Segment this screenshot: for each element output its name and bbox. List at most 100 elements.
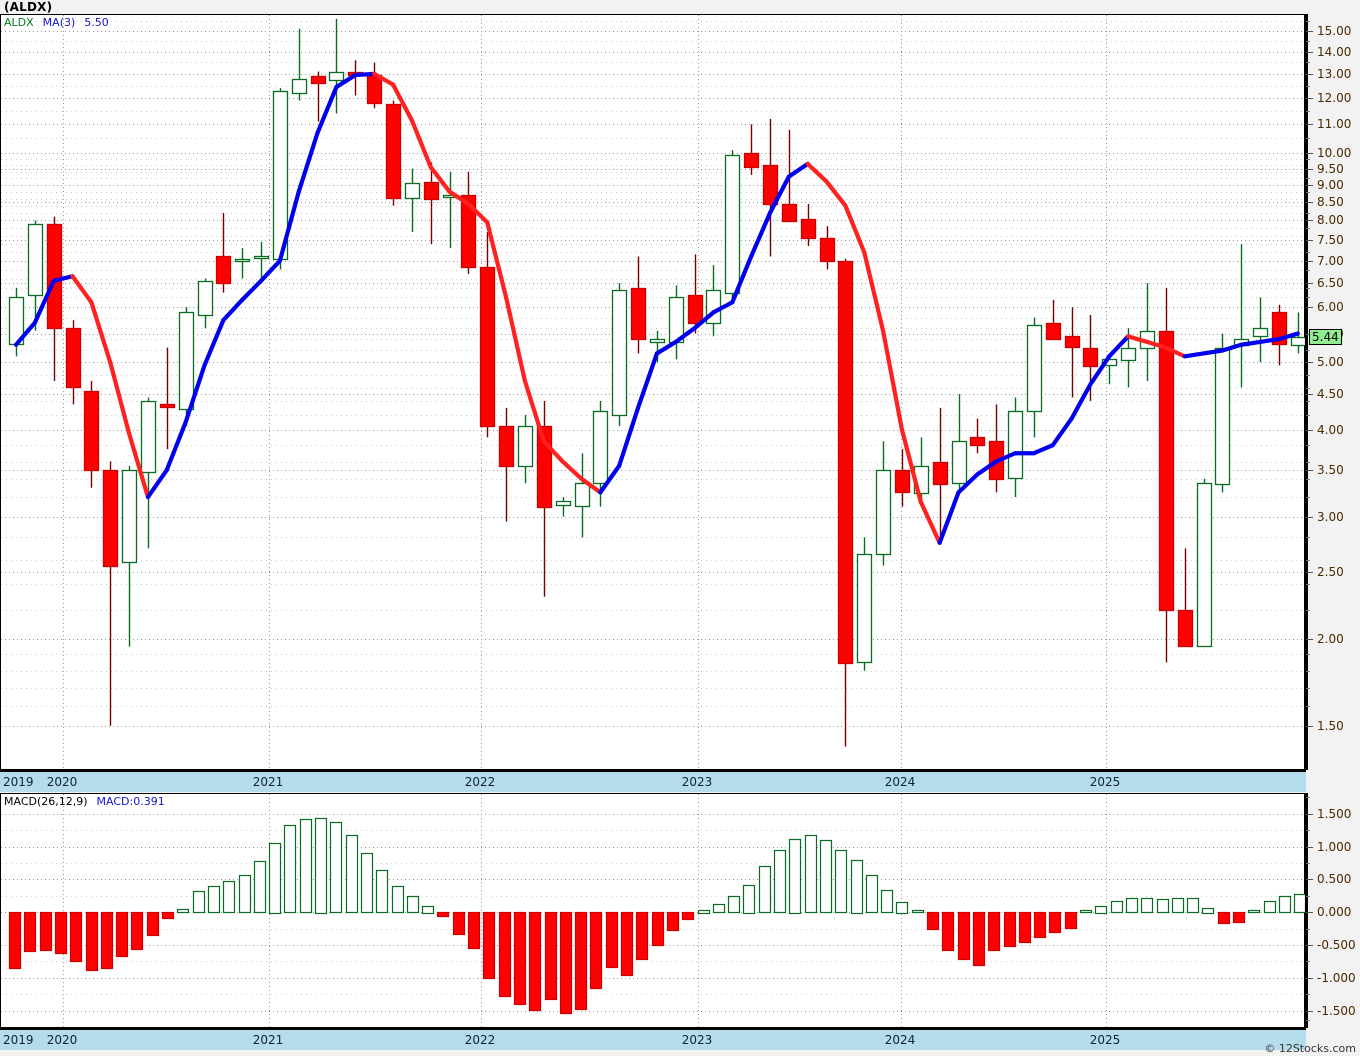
macd-axis-label: -1.500 [1317, 1003, 1356, 1018]
macd-axis-label: -1.000 [1317, 970, 1356, 985]
price-axis-tick [1306, 184, 1313, 186]
macd-x-label: 2021 [252, 1033, 284, 1047]
chart-header: (ALDX) [0, 0, 1360, 14]
price-axis-label: 3.00 [1317, 509, 1344, 524]
price-axis-label: 2.50 [1317, 564, 1344, 579]
current-price-badge: 5.44 [1309, 328, 1342, 345]
price-y-axis: 15.00 14.00 13.00 12.00 11.00 10.00 9.50 9.00 8.… [1306, 14, 1360, 770]
price-axis-tick [1306, 571, 1313, 573]
price-axis-tick [1306, 725, 1313, 727]
price-axis-minor-tick [1306, 287, 1310, 289]
macd-chart-canvas[interactable] [1, 794, 1305, 1027]
macd-x-axis-band: 2019 2020 2021 2022 2023 2024 2025 [0, 1028, 1306, 1050]
macd-axis-tick [1306, 846, 1313, 848]
legend-indicator: MA(3) [42, 16, 76, 29]
price-axis-label: 14.00 [1317, 44, 1352, 59]
price-axis-label: 6.00 [1317, 300, 1344, 315]
price-axis-tick [1306, 362, 1313, 364]
price-axis-minor-tick [1306, 387, 1310, 389]
price-axis-label: 3.50 [1317, 463, 1344, 477]
macd-axis-minor-tick [1306, 928, 1310, 930]
price-axis-tick [1306, 239, 1313, 241]
price-x-label: 2023 [681, 775, 713, 789]
price-axis-minor-tick [1306, 269, 1310, 271]
price-axis-tick [1306, 470, 1313, 471]
macd-axis-tick [1306, 944, 1313, 946]
price-axis-label: 4.00 [1317, 422, 1344, 437]
macd-x-label: 2023 [681, 1033, 713, 1047]
price-axis-minor-tick [1306, 478, 1310, 480]
price-axis-tick [1306, 307, 1313, 309]
price-axis-minor-tick [1306, 85, 1310, 87]
macd-axis-minor-tick [1306, 895, 1310, 897]
macd-x-label: 2019 [3, 1033, 34, 1047]
price-axis-minor-tick [1306, 138, 1310, 140]
price-axis-minor-tick [1306, 228, 1310, 230]
macd-axis-label: 1.000 [1317, 839, 1352, 854]
macd-axis-minor-tick [1306, 1020, 1310, 1022]
price-axis-tick [1306, 638, 1313, 640]
price-axis-minor-tick [1306, 40, 1310, 42]
macd-axis-label: 0.500 [1317, 872, 1352, 887]
price-axis-minor-tick [1306, 559, 1310, 561]
price-axis-tick [1306, 394, 1313, 396]
macd-axis-spine [1306, 793, 1308, 1028]
price-chart-panel[interactable]: ALDX MA(3) 5.50 [0, 14, 1306, 770]
macd-legend: MACD(26,12,9) MACD:0.391 [4, 795, 174, 808]
price-axis-label: 12.00 [1317, 91, 1352, 106]
price-x-label: 2024 [884, 775, 916, 789]
price-axis-label: 11.00 [1317, 117, 1352, 132]
price-axis-tick [1306, 153, 1313, 155]
price-chart-canvas[interactable] [1, 15, 1305, 769]
price-axis-minor-tick [1306, 212, 1310, 214]
price-axis-minor-tick [1306, 445, 1310, 447]
price-x-label: 2022 [464, 775, 496, 789]
price-axis-minor-tick [1306, 583, 1310, 585]
macd-axis-minor-tick [1306, 862, 1310, 864]
price-axis-minor-tick [1306, 191, 1310, 193]
price-axis-minor-tick [1306, 706, 1310, 708]
macd-axis-minor-tick [1306, 994, 1310, 996]
price-axis-tick [1306, 283, 1313, 285]
price-axis-minor-tick [1306, 414, 1310, 416]
price-axis-label: 10.00 [1317, 146, 1352, 161]
price-axis-minor-tick [1306, 688, 1310, 689]
macd-axis-label: -0.500 [1317, 937, 1356, 952]
price-axis-minor-tick [1306, 62, 1310, 64]
price-axis-tick [1306, 168, 1313, 170]
price-axis-minor-tick [1306, 610, 1310, 612]
macd-axis-minor-tick [1306, 961, 1310, 963]
price-axis-tick [1306, 51, 1313, 53]
macd-axis-tick [1306, 912, 1313, 914]
price-axis-label: 9.00 [1317, 177, 1344, 192]
price-axis-minor-tick [1306, 654, 1310, 656]
price-axis-minor-tick [1306, 350, 1310, 352]
price-axis-label: 9.50 [1317, 161, 1344, 176]
price-x-label: 2025 [1089, 775, 1121, 789]
price-axis-label: 13.00 [1317, 66, 1352, 81]
macd-axis-label: 1.500 [1317, 806, 1352, 821]
price-axis-tick [1306, 124, 1313, 126]
macd-axis-tick [1306, 879, 1313, 881]
price-axis-minor-tick [1306, 461, 1310, 463]
legend-symbol: ALDX [4, 16, 34, 29]
price-axis-label: 4.50 [1317, 387, 1344, 402]
price-x-label: 2020 [46, 775, 78, 789]
price-legend: ALDX MA(3) 5.50 [4, 16, 118, 29]
price-x-label: 2019 [3, 775, 34, 789]
macd-chart-panel[interactable]: MACD(26,12,9) MACD:0.391 [0, 793, 1306, 1028]
price-axis-label: 8.50 [1317, 195, 1344, 210]
macd-y-axis: 1.500 1.000 0.500 0.000 -0.500 -1.000 -1.500 [1306, 793, 1360, 1028]
macd-axis-tick [1306, 1010, 1313, 1012]
macd-legend-value: MACD:0.391 [96, 795, 165, 808]
legend-value: 5.50 [84, 16, 109, 29]
price-axis-label: 2.00 [1317, 631, 1344, 646]
price-axis-minor-tick [1306, 178, 1310, 180]
price-axis-label: 15.00 [1317, 23, 1352, 38]
macd-axis-tick [1306, 977, 1313, 979]
price-axis-tick [1306, 30, 1313, 32]
macd-x-label: 2025 [1089, 1033, 1121, 1047]
price-axis-tick [1306, 202, 1313, 204]
price-x-label: 2021 [252, 775, 284, 789]
